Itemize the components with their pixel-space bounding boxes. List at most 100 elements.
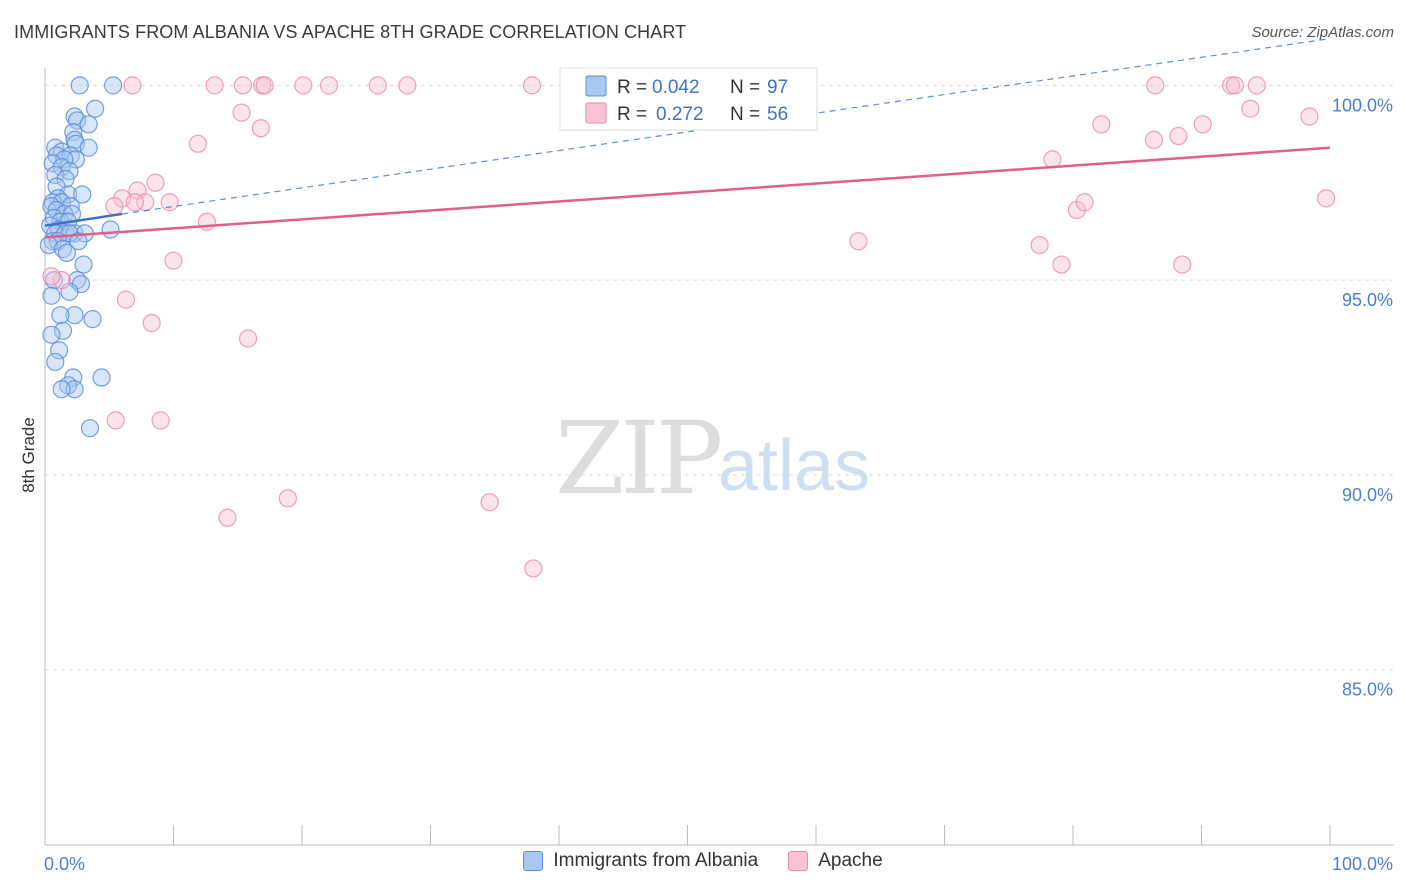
albania-point xyxy=(80,419,100,438)
albania-point xyxy=(42,286,61,305)
albania-point xyxy=(65,306,84,325)
apache-point xyxy=(160,193,179,212)
legend-n-value-albania: 97 xyxy=(767,77,788,98)
albania-point xyxy=(101,220,120,239)
apache-point xyxy=(480,493,499,512)
series-albania xyxy=(39,76,123,438)
apache-point xyxy=(146,173,165,192)
apache-point xyxy=(1030,235,1049,255)
albania-point xyxy=(53,321,73,340)
albania-point xyxy=(50,341,69,360)
watermark-zip: ZIP xyxy=(555,400,723,517)
albania-point xyxy=(86,99,105,118)
apache-point xyxy=(238,329,258,348)
bottom-legend-swatch-apache xyxy=(788,851,809,871)
watermark-atlas: atlas xyxy=(718,426,871,506)
apache-point xyxy=(524,559,543,578)
apache-point xyxy=(1052,255,1071,274)
legend-n-label-albania: N = xyxy=(730,77,760,98)
albania-point xyxy=(64,123,83,142)
bottom-legend-item-albania: Immigrants from Albania xyxy=(523,850,758,872)
apache-point xyxy=(251,119,270,138)
apache-point xyxy=(105,197,124,216)
apache-point xyxy=(849,232,868,251)
albania-point xyxy=(83,310,102,329)
apache-point xyxy=(1144,130,1164,150)
y-axis-label: 8th Grade xyxy=(19,417,38,493)
chart-title: IMMIGRANTS FROM ALBANIA VS APACHE 8TH GR… xyxy=(14,22,687,42)
apache-point xyxy=(188,134,208,153)
apache-point xyxy=(116,290,136,309)
apache-point xyxy=(151,411,170,430)
apache-point xyxy=(233,76,252,95)
legend-n-label-apache: N = xyxy=(730,104,760,125)
apache-point xyxy=(232,103,251,122)
apache-point xyxy=(52,271,71,290)
y-tick-label: 95.0% xyxy=(1342,290,1393,310)
apache-point xyxy=(123,76,142,95)
apache-point xyxy=(1225,76,1245,95)
apache-point xyxy=(1247,76,1266,95)
apache-point xyxy=(1221,76,1241,95)
source-label: Source: ZipAtlas.com xyxy=(1251,24,1394,41)
albania-point xyxy=(92,368,111,387)
apache-point xyxy=(1146,76,1165,95)
bottom-legend-label-apache: Apache xyxy=(818,850,883,871)
albania-point xyxy=(57,243,76,262)
x-tick-label: 100.0% xyxy=(1332,854,1393,874)
bottom-legend: Immigrants from Albania Apache xyxy=(0,850,1406,872)
albania-point xyxy=(70,76,89,95)
apache-point xyxy=(164,251,183,270)
series-apache xyxy=(42,76,1336,578)
albania-point xyxy=(69,232,88,251)
apache-point xyxy=(1317,189,1336,208)
x-tick-label: 0.0% xyxy=(44,854,85,874)
apache-point xyxy=(1092,115,1111,134)
apache-point xyxy=(142,313,161,333)
albania-point xyxy=(65,380,84,399)
apache-point xyxy=(125,193,145,212)
apache-point xyxy=(1300,107,1319,126)
albania-point xyxy=(104,76,123,95)
bottom-legend-label-albania: Immigrants from Albania xyxy=(553,850,759,871)
bottom-legend-swatch-albania xyxy=(523,851,544,871)
tick-labels: 85.0% 90.0% 95.0% 100.0% 0.0% 100.0% xyxy=(44,95,1393,874)
apache-point xyxy=(294,76,313,95)
y-tick-label: 90.0% xyxy=(1342,485,1393,505)
albania-point xyxy=(79,138,98,157)
apache-trend-line xyxy=(44,146,1331,239)
albania-point xyxy=(51,306,70,325)
apache-point xyxy=(1169,126,1188,146)
albania-point xyxy=(68,111,87,130)
legend-r-label-albania: R = xyxy=(617,77,647,98)
gridlines xyxy=(45,84,1394,671)
apache-point xyxy=(1193,115,1212,134)
apache-point xyxy=(1043,150,1062,169)
legend-box: R = 0.042 N = 97 R = 0.272 N = 56 xyxy=(559,67,818,131)
albania-trend-line xyxy=(44,212,123,227)
apache-point xyxy=(255,76,274,95)
legend-r-label-apache: R = xyxy=(617,104,647,125)
legend-swatch-albania xyxy=(585,75,607,97)
apache-point xyxy=(398,76,417,95)
albania-point xyxy=(52,380,71,399)
apache-point xyxy=(218,508,237,527)
apache-point xyxy=(278,489,297,508)
albania-point xyxy=(46,352,65,372)
axes xyxy=(44,68,1394,846)
apache-point xyxy=(205,76,224,95)
legend-r-value-apache: 0.272 xyxy=(656,104,704,125)
albania-point xyxy=(73,185,92,204)
apache-point xyxy=(368,76,387,95)
legend-n-value-apache: 56 xyxy=(767,104,788,125)
albania-point xyxy=(79,115,98,134)
apache-point xyxy=(522,76,542,95)
albania-point xyxy=(43,154,62,173)
apache-point xyxy=(42,267,61,286)
legend-swatch-apache xyxy=(585,102,607,124)
apache-point xyxy=(1075,193,1094,212)
apache-point xyxy=(319,76,339,95)
bottom-legend-item-apache: Apache xyxy=(788,850,883,872)
albania-point xyxy=(42,325,61,344)
